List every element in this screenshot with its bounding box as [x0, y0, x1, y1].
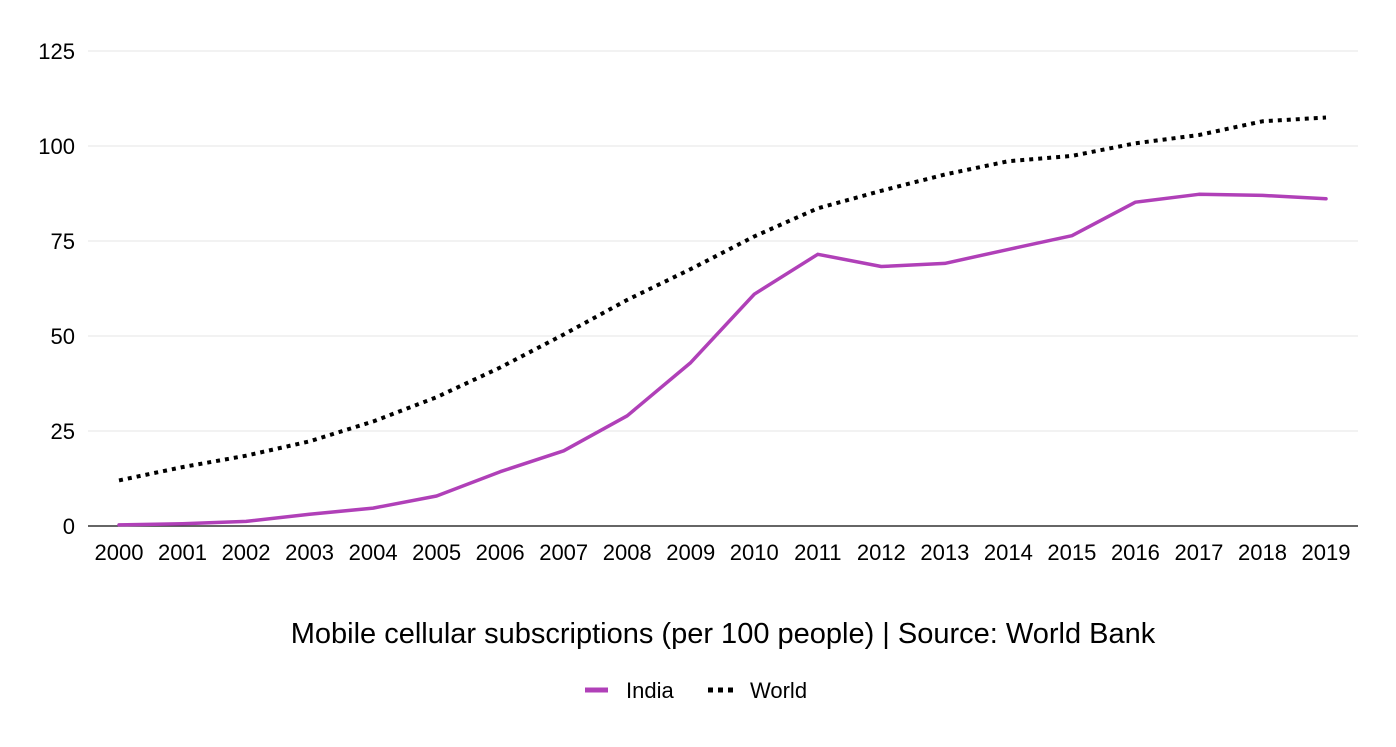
x-tick-label: 2008 [603, 540, 652, 565]
x-tick-label: 2010 [730, 540, 779, 565]
y-tick-label: 0 [63, 514, 75, 539]
legend-item-world: World [708, 678, 807, 703]
x-tick-label: 2016 [1111, 540, 1160, 565]
x-tick-label: 2011 [794, 540, 841, 565]
x-tick-label: 2014 [984, 540, 1033, 565]
series-lines [117, 115, 1328, 527]
x-tick-label: 2006 [476, 540, 525, 565]
x-tick-label: 2013 [920, 540, 969, 565]
y-tick-label: 100 [38, 134, 75, 159]
x-tick-label: 2003 [285, 540, 334, 565]
x-tick-label: 2012 [857, 540, 906, 565]
y-tick-label: 50 [51, 324, 75, 349]
series-line-india [117, 192, 1328, 527]
legend-item-india: India [585, 678, 674, 703]
series-line-world [118, 115, 1327, 483]
legend: India World [585, 678, 807, 703]
x-axis-title: Mobile cellular subscriptions (per 100 p… [291, 618, 1156, 650]
y-tick-label: 125 [38, 39, 75, 64]
x-tick-label: 2018 [1238, 540, 1287, 565]
gridlines [88, 50, 1358, 432]
y-tick-label: 25 [51, 419, 75, 444]
x-tick-label: 2005 [412, 540, 461, 565]
x-tick-label: 2000 [95, 540, 144, 565]
y-tick-label: 75 [51, 229, 75, 254]
x-axis-tick-labels: 2000 2001 2002 2003 2004 2005 2006 2007 2008 2009… [95, 540, 1351, 565]
x-tick-label: 2017 [1174, 540, 1223, 565]
legend-label-india: India [626, 678, 674, 703]
x-tick-label: 2009 [666, 540, 715, 565]
x-tick-label: 2004 [349, 540, 398, 565]
x-tick-label: 2001 [158, 540, 207, 565]
x-tick-label: 2002 [222, 540, 271, 565]
legend-label-world: World [750, 678, 807, 703]
y-axis-tick-labels: 0 25 50 75 100 125 [38, 39, 75, 539]
x-tick-label: 2019 [1302, 540, 1351, 565]
x-tick-label: 2007 [539, 540, 588, 565]
x-tick-label: 2015 [1047, 540, 1096, 565]
